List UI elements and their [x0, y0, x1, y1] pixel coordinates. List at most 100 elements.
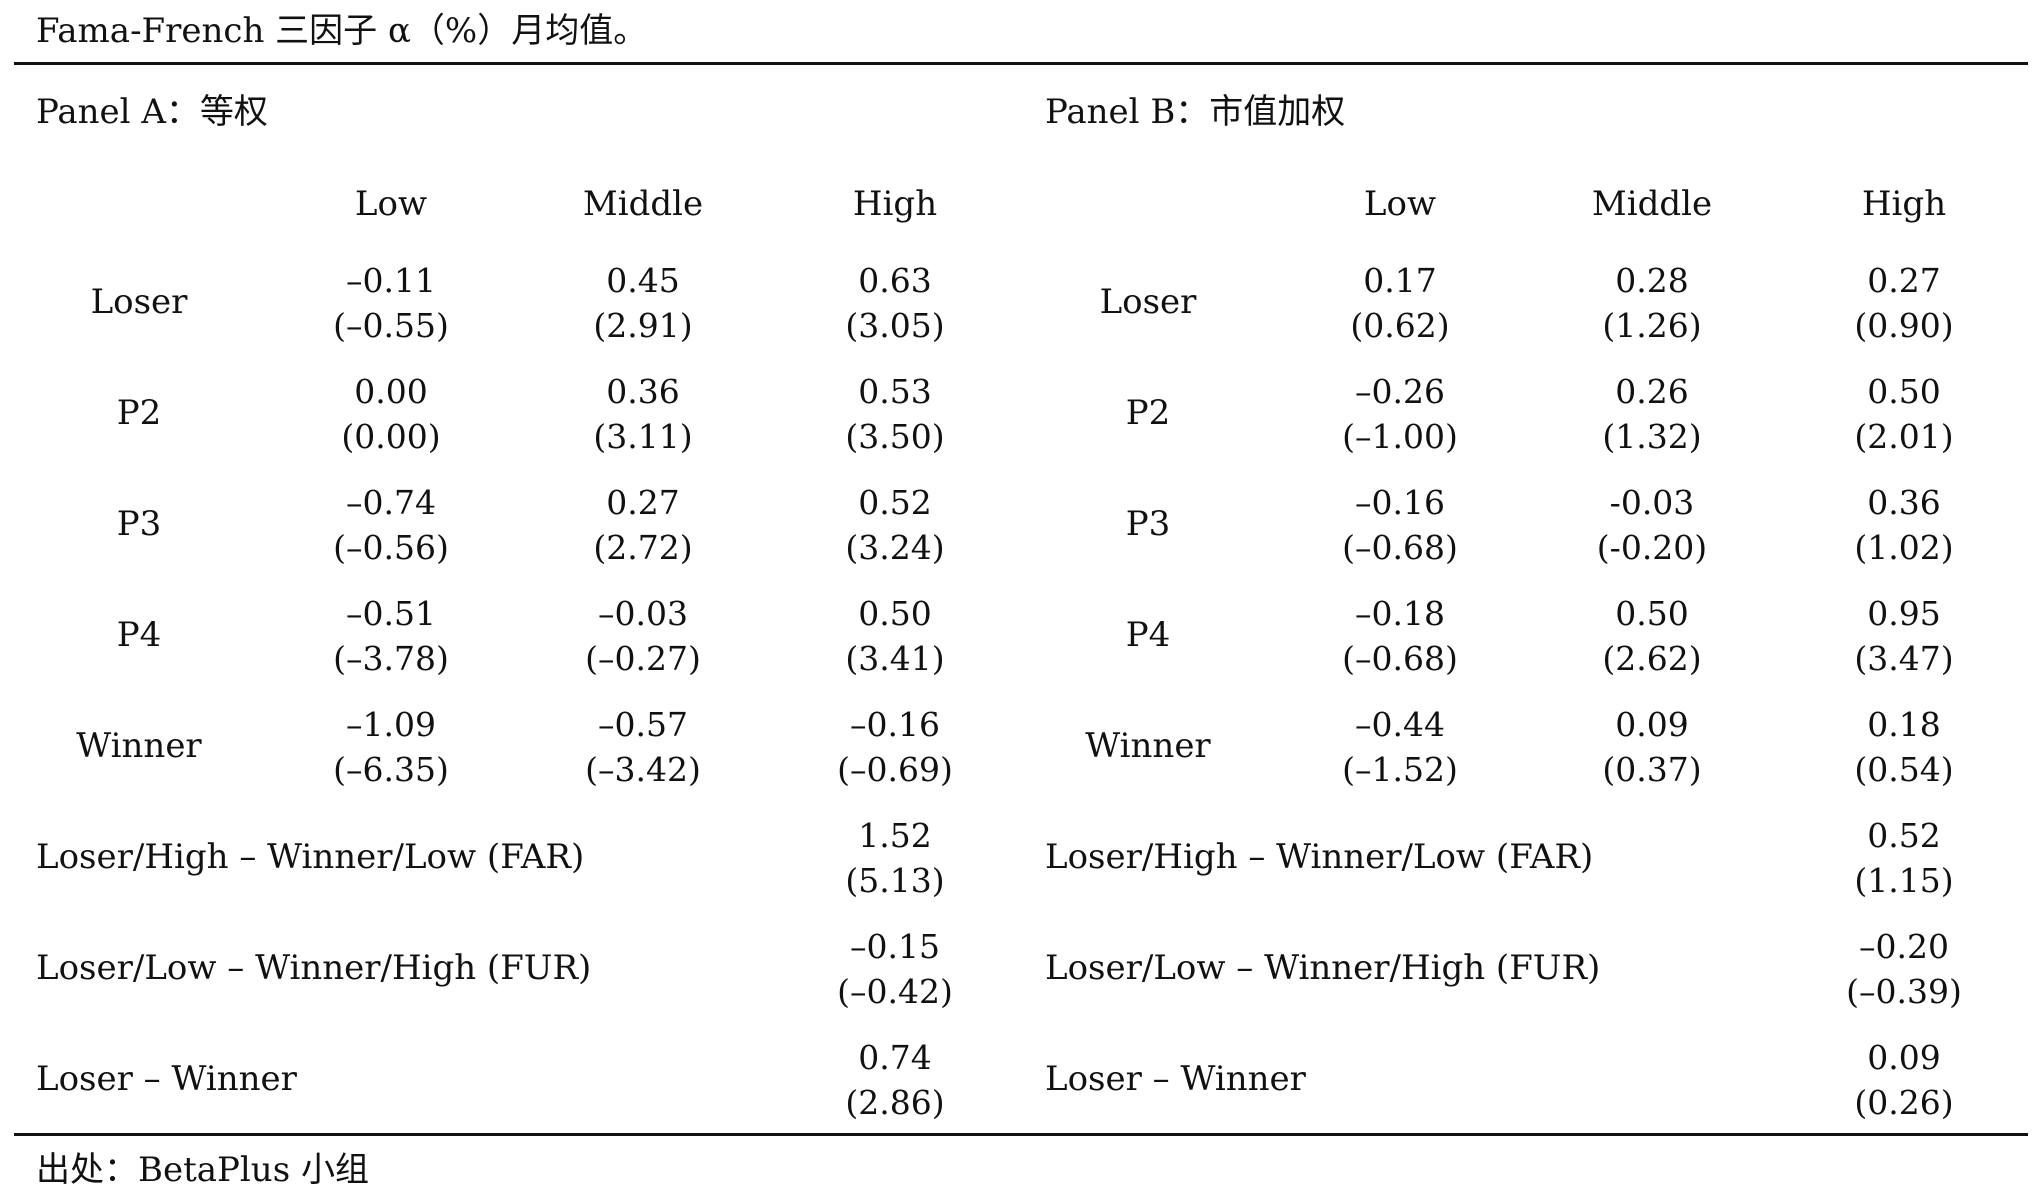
summary-cell-far: 0.52 (1.15)	[1794, 813, 2014, 903]
alpha-value: 0.74	[858, 1038, 932, 1077]
alpha-value: 0.53	[858, 372, 932, 411]
summary-cell-far: 1.52 (5.13)	[785, 813, 1005, 903]
alpha-value: –0.26	[1355, 372, 1445, 411]
table-cell: 0.45 (2.91)	[533, 258, 753, 348]
alpha-value: 0.52	[1867, 816, 1941, 855]
row-label: P2	[1125, 393, 1171, 433]
table-cell: 0.17 (0.62)	[1290, 258, 1510, 348]
panel-title: Panel A：等权	[36, 92, 268, 132]
table-cell: –0.16 (–0.68)	[1290, 480, 1510, 570]
summary-label-far: Loser/High – Winner/Low (FAR)	[1045, 837, 1594, 877]
summary-cell-loser-winner: 0.74 (2.86)	[785, 1035, 1005, 1125]
t-statistic: (2.86)	[845, 1083, 945, 1122]
table-cell: 0.36 (3.11)	[533, 369, 753, 459]
table-cell: –0.74 (–0.56)	[281, 480, 501, 570]
summary-label-loser-winner: Loser – Winner	[1045, 1059, 1306, 1099]
alpha-value: 0.00	[354, 372, 428, 411]
t-statistic: (–0.68)	[1342, 639, 1458, 678]
panel-a: Panel A：等权 Low Middle High Loser –0.11 (–…	[36, 84, 1036, 1124]
row-label: P4	[116, 615, 162, 655]
alpha-value: –0.16	[850, 705, 940, 744]
alpha-value: –0.20	[1859, 927, 1949, 966]
t-statistic: (–0.27)	[585, 639, 701, 678]
table-cell: 0.09 (0.37)	[1542, 702, 1762, 792]
alpha-value: –0.18	[1355, 594, 1445, 633]
source-note: 出处：BetaPlus 小组	[36, 1150, 369, 1190]
t-statistic: (1.26)	[1602, 306, 1702, 345]
t-statistic: (3.41)	[845, 639, 945, 678]
t-statistic: (–0.68)	[1342, 528, 1458, 567]
alpha-value: –0.44	[1355, 705, 1445, 744]
alpha-value: 0.36	[1867, 483, 1941, 522]
alpha-value: 0.95	[1867, 594, 1941, 633]
table-cell: –0.44 (–1.52)	[1290, 702, 1510, 792]
alpha-value: –1.09	[346, 705, 436, 744]
table-cell: –0.03 (–0.27)	[533, 591, 753, 681]
alpha-value: 0.09	[1867, 1038, 1941, 1077]
alpha-value: –0.51	[346, 594, 436, 633]
alpha-value: 0.17	[1363, 261, 1437, 300]
alpha-value: 0.45	[606, 261, 680, 300]
column-header-middle: Middle	[582, 184, 704, 224]
alpha-value: 0.50	[1867, 372, 1941, 411]
table-cell: 0.27 (0.90)	[1794, 258, 2014, 348]
t-statistic: (0.00)	[341, 417, 441, 456]
table-cell: –0.51 (–3.78)	[281, 591, 501, 681]
table-cell: –0.18 (–0.68)	[1290, 591, 1510, 681]
table-cell: 0.00 (0.00)	[281, 369, 501, 459]
alpha-value: –0.57	[598, 705, 688, 744]
panel-title: Panel B：市值加权	[1045, 92, 1346, 132]
panel-b: Panel B：市值加权 Low Middle High Loser 0.17 (…	[1045, 84, 2042, 1124]
table-cell: 0.27 (2.72)	[533, 480, 753, 570]
alpha-value: 0.28	[1615, 261, 1689, 300]
row-label: Winner	[1085, 726, 1211, 766]
table-cell: –0.11 (–0.55)	[281, 258, 501, 348]
table-cell: 0.18 (0.54)	[1794, 702, 2014, 792]
row-label: Loser	[90, 282, 188, 322]
summary-label-far: Loser/High – Winner/Low (FAR)	[36, 837, 585, 877]
t-statistic: (3.05)	[845, 306, 945, 345]
t-statistic: (5.13)	[845, 861, 945, 900]
t-statistic: (–1.00)	[1342, 417, 1458, 456]
alpha-value: 0.26	[1615, 372, 1689, 411]
bottom-rule	[14, 1133, 2028, 1136]
column-header-high: High	[1861, 184, 1947, 224]
table-caption: Fama-French 三因子 α（%）月均值。	[36, 11, 648, 51]
table-cell: 0.95 (3.47)	[1794, 591, 2014, 681]
t-statistic: (-0.20)	[1596, 528, 1708, 567]
t-statistic: (0.26)	[1854, 1083, 1954, 1122]
table-cell: 0.63 (3.05)	[785, 258, 1005, 348]
t-statistic: (2.91)	[593, 306, 693, 345]
alpha-value: –0.74	[346, 483, 436, 522]
column-header-low: Low	[1363, 184, 1437, 224]
t-statistic: (1.15)	[1854, 861, 1954, 900]
table-cell: –0.57 (–3.42)	[533, 702, 753, 792]
alpha-value: 0.63	[858, 261, 932, 300]
t-statistic: (–0.55)	[333, 306, 449, 345]
t-statistic: (–0.69)	[837, 750, 953, 789]
t-statistic: (–3.42)	[585, 750, 701, 789]
alpha-value: –0.16	[1355, 483, 1445, 522]
alpha-value: 0.27	[606, 483, 680, 522]
column-header-low: Low	[354, 184, 428, 224]
t-statistic: (1.02)	[1854, 528, 1954, 567]
alpha-value: –0.15	[850, 927, 940, 966]
alpha-value: 1.52	[858, 816, 932, 855]
t-statistic: (0.90)	[1854, 306, 1954, 345]
t-statistic: (0.37)	[1602, 750, 1702, 789]
summary-cell-loser-winner: 0.09 (0.26)	[1794, 1035, 2014, 1125]
column-header-high: High	[852, 184, 938, 224]
t-statistic: (–3.78)	[333, 639, 449, 678]
table-cell: 0.28 (1.26)	[1542, 258, 1762, 348]
table-cell: 0.50 (2.01)	[1794, 369, 2014, 459]
alpha-value: 0.50	[1615, 594, 1689, 633]
table-cell: –0.16 (–0.69)	[785, 702, 1005, 792]
alpha-value: -0.03	[1609, 483, 1695, 522]
t-statistic: (0.54)	[1854, 750, 1954, 789]
t-statistic: (2.62)	[1602, 639, 1702, 678]
t-statistic: (–6.35)	[333, 750, 449, 789]
alpha-value: 0.09	[1615, 705, 1689, 744]
t-statistic: (2.72)	[593, 528, 693, 567]
t-statistic: (3.50)	[845, 417, 945, 456]
t-statistic: (–0.39)	[1846, 972, 1962, 1011]
